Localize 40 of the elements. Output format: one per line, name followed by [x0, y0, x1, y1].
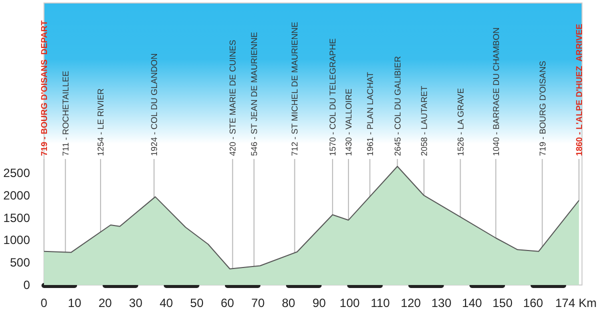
annotation: 711 - ROCHETAILLEE	[60, 70, 70, 156]
x-tick-label: 100	[340, 296, 360, 310]
annotation: 1860 - L'ALPE D'HUEZ ARRIVEE	[574, 23, 584, 156]
x-tick-label: 150	[492, 296, 513, 310]
annotation: 712 - ST MICHEL DE MAURIENNE	[290, 22, 300, 156]
annotation: 420 - STE MARIE DE CUINES	[228, 39, 238, 156]
annotation: 719 - BOURG D'OISANS DEPART	[39, 20, 49, 156]
x-tick-label: 10	[68, 296, 82, 310]
y-tick-label: 0	[23, 278, 30, 292]
y-tick-label: 2000	[3, 188, 30, 202]
y-tick-label: 1000	[3, 233, 30, 248]
annotation: 1526 - LA GRAVE	[455, 88, 466, 156]
x-tick-label: 30	[129, 296, 143, 310]
x-tick-label: 50	[190, 296, 204, 310]
x-tick-label: 160	[523, 296, 544, 310]
x-tick-label: 80	[282, 296, 296, 310]
x-tick-label: 60	[220, 296, 234, 310]
x-tick-label: 90	[312, 296, 326, 310]
x-tick-label: 0	[40, 296, 48, 310]
y-tick-label: 1500	[3, 210, 30, 225]
annotation: 1254 - LE RIVIER	[96, 88, 106, 156]
x-tick-label: 20	[98, 296, 112, 310]
annotation: 719 - BOURG D'OISANS	[537, 60, 548, 156]
x-tick-label: 174 Km	[555, 296, 597, 310]
x-tick-label: 70	[251, 296, 265, 310]
annotation: 1924 - COL DU GLANDON	[149, 53, 160, 156]
annotation: 1570 - COL DU TELEGRAPHE	[328, 38, 338, 156]
x-tick-label: 40	[160, 296, 174, 310]
annotation: 546 - ST JEAN DE MAURIENNE	[249, 32, 260, 156]
y-tick-label: 500	[10, 256, 30, 270]
annotation: 1040 - BARRAGE DU CHAMBON	[490, 28, 501, 156]
annotation: 1961 - PLAN LACHAT	[364, 72, 375, 156]
y-tick-label: 2500	[3, 166, 30, 180]
x-tick-label: 120	[400, 296, 422, 310]
annotation: 1430 - VALLOIRE	[343, 88, 354, 156]
x-tick-label: 110	[370, 296, 390, 310]
x-tick-label: 140	[462, 296, 482, 310]
annotation: 2058 - LAUTARET	[418, 86, 429, 156]
x-tick-label: 130	[431, 296, 452, 310]
annotation: 2645 - COL DU GALIBIER	[392, 56, 402, 156]
